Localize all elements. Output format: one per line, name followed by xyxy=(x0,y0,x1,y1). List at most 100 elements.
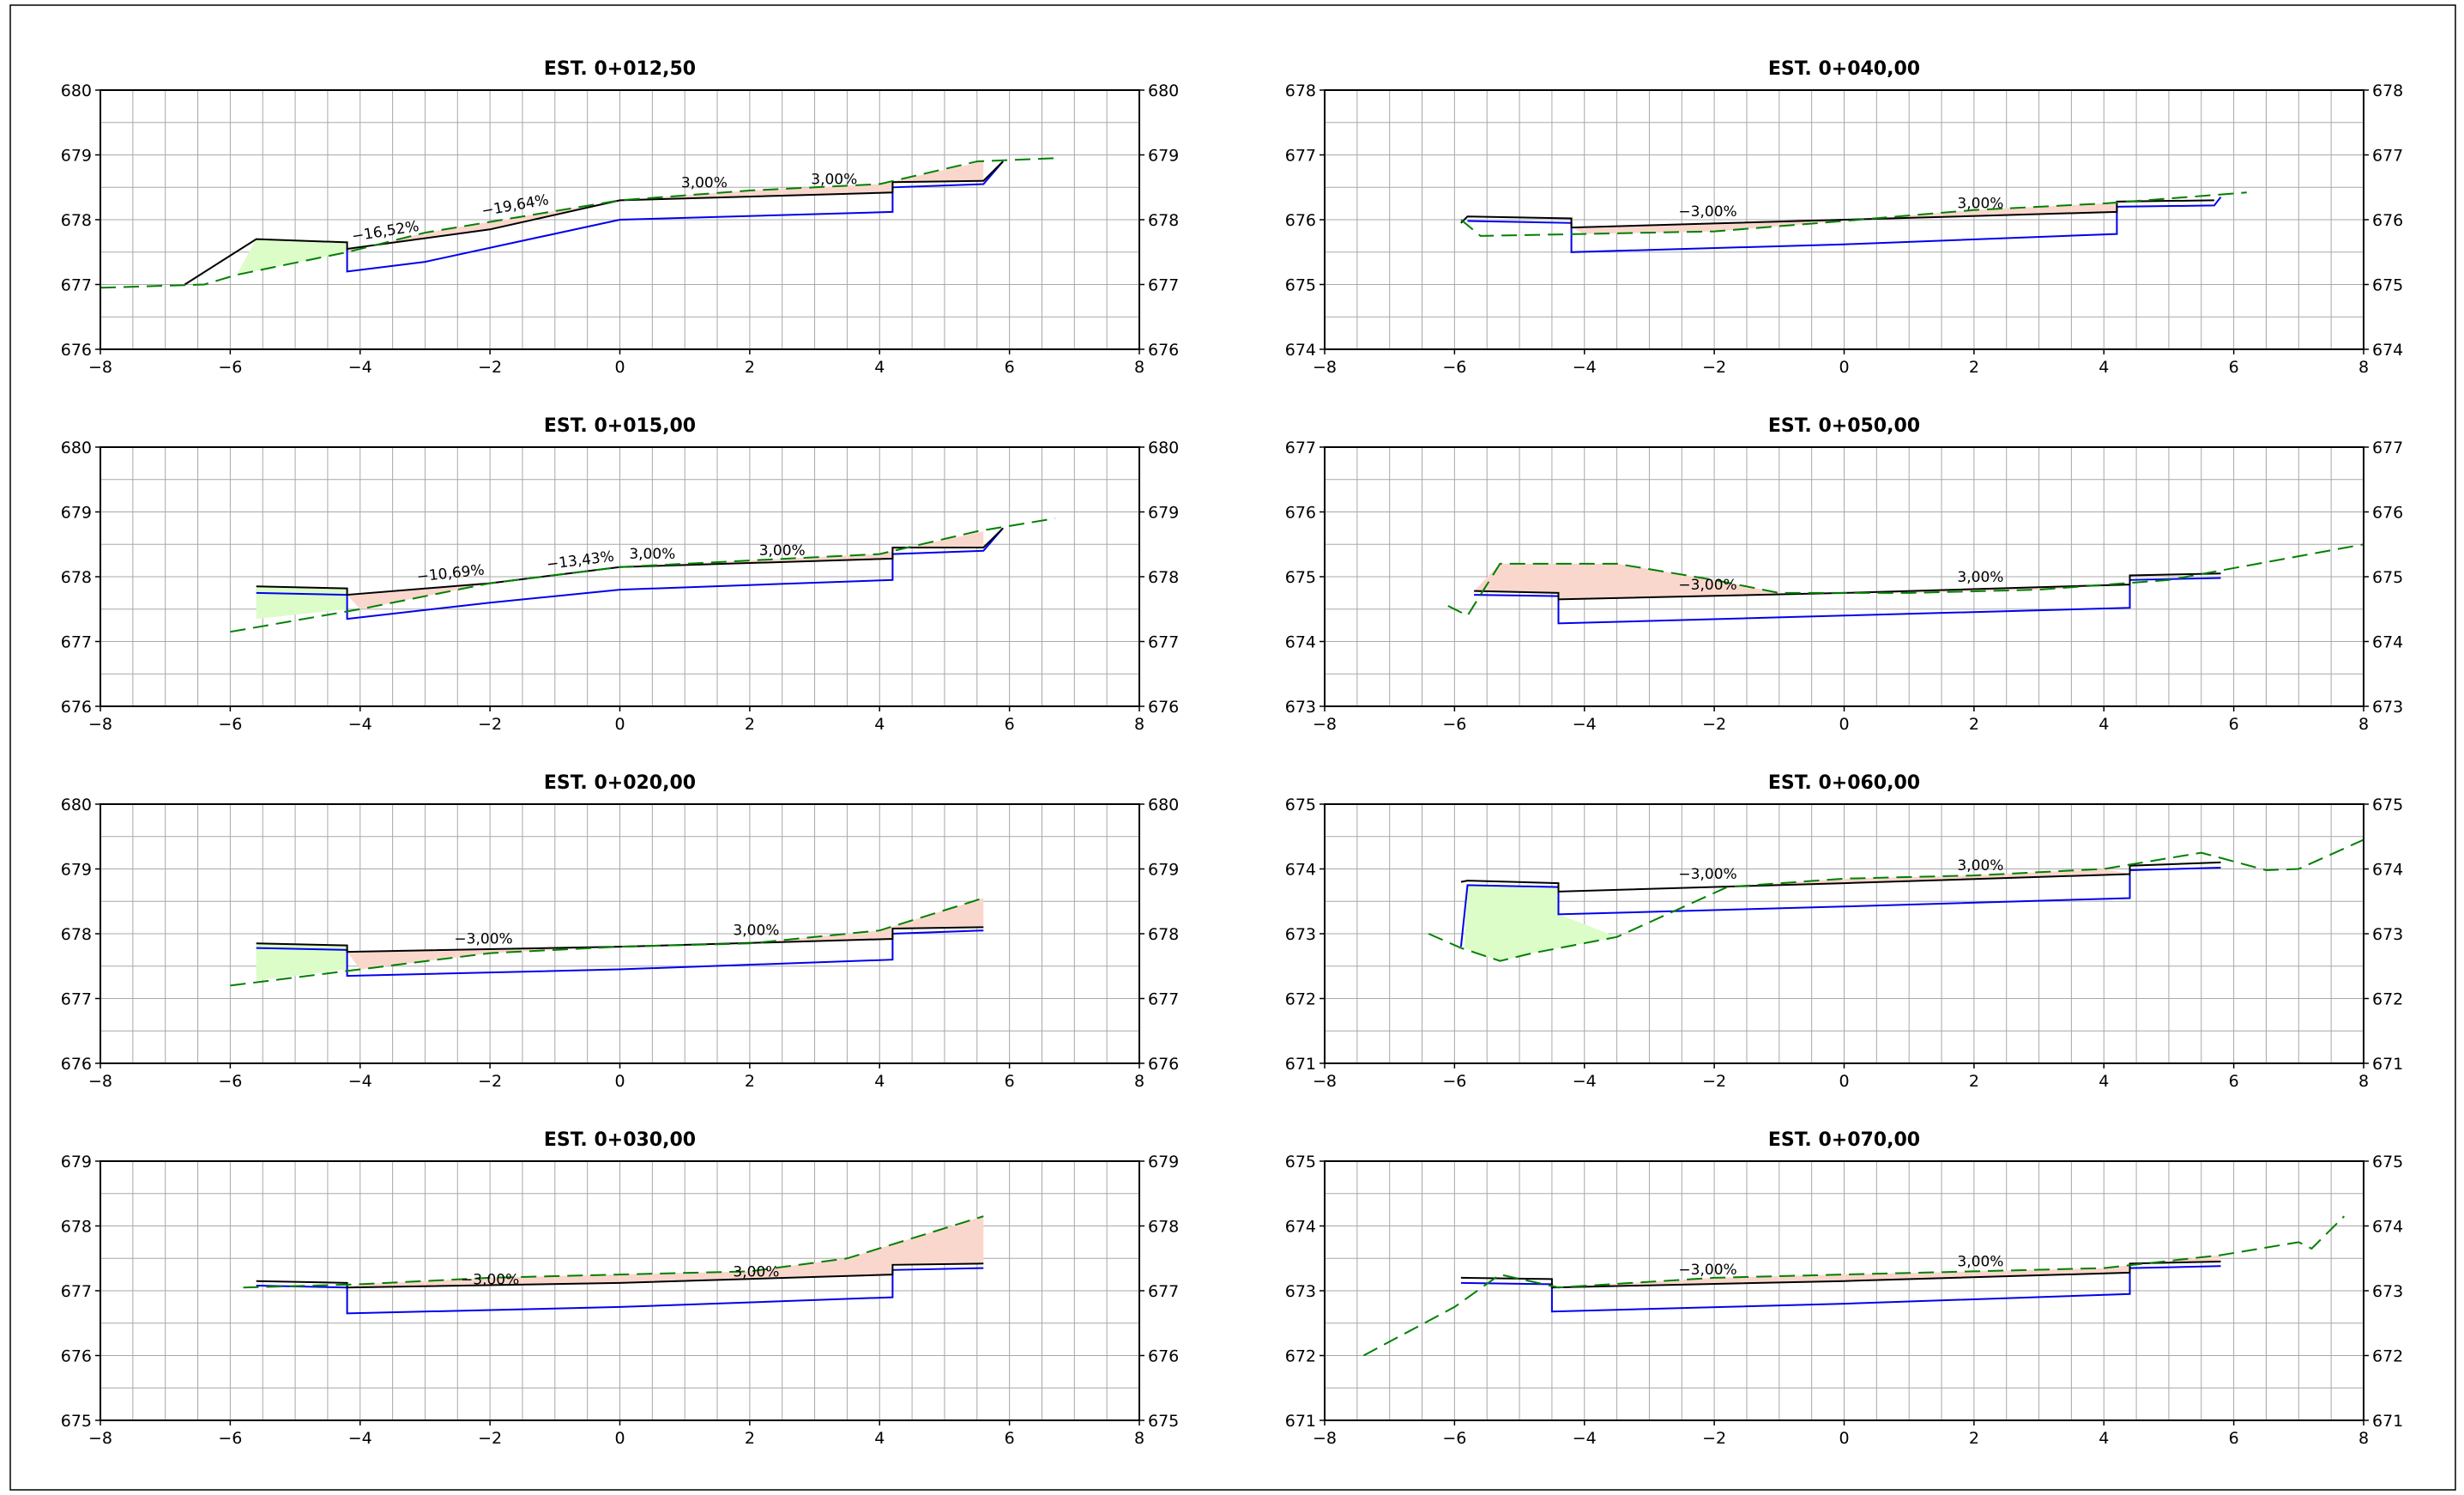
y-tick-label-right: 672 xyxy=(2372,990,2403,1009)
y-tick-label-right: 679 xyxy=(1148,1153,1179,1171)
x-tick-label: −2 xyxy=(478,358,502,377)
x-tick-label: 8 xyxy=(1134,1072,1144,1091)
subgrade-line xyxy=(346,160,1004,273)
x-tick-label: 0 xyxy=(614,1429,625,1448)
x-tick-label: 0 xyxy=(614,1072,625,1091)
x-tick-label: −6 xyxy=(218,1072,242,1091)
x-tick-label: −6 xyxy=(1442,1429,1466,1448)
x-tick-label: 4 xyxy=(874,1072,885,1091)
y-tick-label-right: 676 xyxy=(1148,1347,1179,1366)
x-tick-label: 4 xyxy=(2099,358,2109,377)
y-tick-label-right: 676 xyxy=(1148,698,1179,717)
y-tick-label-right: 672 xyxy=(2372,1347,2403,1366)
finished-grade-line xyxy=(184,160,1004,286)
y-tick-label-left: 676 xyxy=(1285,504,1316,523)
y-tick-label-right: 679 xyxy=(1148,147,1179,166)
x-tick-label: 8 xyxy=(1134,715,1144,734)
x-tick-label: 6 xyxy=(2229,358,2239,377)
x-tick-label: −6 xyxy=(1442,358,1466,377)
slope-label: −3,00% xyxy=(1678,203,1736,221)
fill-area xyxy=(236,239,347,275)
y-tick-label-left: 674 xyxy=(1285,633,1316,652)
y-tick-label-left: 674 xyxy=(1285,861,1316,880)
x-tick-label: 8 xyxy=(2358,715,2369,734)
x-tick-label: 8 xyxy=(2358,1072,2369,1091)
y-tick-label-right: 678 xyxy=(2372,82,2403,100)
y-tick-label-left: 673 xyxy=(1285,925,1316,944)
y-tick-label-right: 674 xyxy=(2372,633,2403,652)
x-tick-label: −6 xyxy=(218,358,242,377)
x-tick-label: −6 xyxy=(218,715,242,734)
y-tick-label-left: 679 xyxy=(61,1153,92,1171)
slope-label: 3,00% xyxy=(733,923,779,940)
x-tick-label: −8 xyxy=(88,1072,112,1091)
y-tick-label-left: 672 xyxy=(1285,990,1316,1009)
y-tick-label-left: 676 xyxy=(61,1347,92,1366)
cut-area xyxy=(1727,869,2130,887)
y-tick-label-left: 677 xyxy=(1285,439,1316,457)
y-tick-label-right: 679 xyxy=(1148,504,1179,523)
y-tick-label-right: 677 xyxy=(2372,439,2403,457)
section-title: EST. 0+020,00 xyxy=(544,772,696,794)
y-tick-label-left: 673 xyxy=(1285,698,1316,717)
x-tick-label: −4 xyxy=(1573,1072,1597,1091)
x-tick-label: −8 xyxy=(88,1429,112,1448)
x-tick-label: −4 xyxy=(1573,358,1597,377)
x-tick-label: 2 xyxy=(1969,1429,1979,1448)
x-tick-label: 6 xyxy=(2229,715,2239,734)
x-tick-label: 2 xyxy=(1969,715,1979,734)
y-tick-label-left: 679 xyxy=(61,504,92,523)
x-tick-label: −2 xyxy=(1702,1429,1726,1448)
cut-area xyxy=(347,1216,984,1288)
slope-label: −3,00% xyxy=(1678,1262,1736,1279)
y-tick-label-left: 675 xyxy=(61,1412,92,1431)
slope-label: 3,00% xyxy=(1957,857,2003,875)
y-tick-label-right: 678 xyxy=(1148,568,1179,587)
terrain-line xyxy=(230,518,1055,633)
cut-area xyxy=(1571,200,2214,234)
finished-grade-line xyxy=(1460,861,2221,893)
cut-area xyxy=(347,161,984,252)
y-tick-label-right: 676 xyxy=(1148,341,1179,360)
x-tick-label: 2 xyxy=(1969,1072,1979,1091)
terrain-line xyxy=(1460,191,2247,237)
x-tick-label: 6 xyxy=(1005,358,1015,377)
y-tick-label-left: 676 xyxy=(61,1055,92,1074)
y-tick-label-right: 675 xyxy=(1148,1412,1179,1431)
cut-area xyxy=(1558,1255,2221,1288)
y-tick-label-right: 675 xyxy=(2372,796,2403,814)
x-tick-label: −2 xyxy=(1702,715,1726,734)
y-tick-label-right: 673 xyxy=(2372,698,2403,717)
x-tick-label: 0 xyxy=(1839,1072,1849,1091)
x-tick-label: 4 xyxy=(2099,1072,2109,1091)
x-tick-label: −4 xyxy=(348,1072,372,1091)
y-tick-label-right: 678 xyxy=(1148,925,1179,944)
y-tick-label-right: 678 xyxy=(1148,1218,1179,1237)
x-tick-label: 2 xyxy=(745,358,755,377)
y-tick-label-right: 678 xyxy=(1148,211,1179,230)
y-tick-label-right: 675 xyxy=(2372,276,2403,295)
slope-label: −10,69% xyxy=(416,561,486,585)
y-tick-label-left: 678 xyxy=(1285,82,1316,100)
y-tick-label-right: 673 xyxy=(2372,1282,2403,1301)
x-tick-label: −2 xyxy=(1702,358,1726,377)
x-tick-label: −8 xyxy=(88,358,112,377)
x-tick-label: −2 xyxy=(478,715,502,734)
x-tick-label: 2 xyxy=(745,715,755,734)
y-tick-label-right: 674 xyxy=(2372,341,2403,360)
y-tick-label-right: 677 xyxy=(1148,990,1179,1009)
y-tick-label-left: 679 xyxy=(61,861,92,880)
slope-label: 3,00% xyxy=(1957,1253,2003,1270)
x-tick-label: 8 xyxy=(2358,1429,2369,1448)
y-tick-label-left: 675 xyxy=(1285,796,1316,814)
y-tick-label-left: 676 xyxy=(1285,211,1316,230)
y-tick-label-left: 671 xyxy=(1285,1055,1316,1074)
x-tick-label: −4 xyxy=(1573,715,1597,734)
slope-label: −3,00% xyxy=(1678,577,1736,594)
section-title: EST. 0+060,00 xyxy=(1768,772,1920,794)
x-tick-label: 4 xyxy=(2099,1429,2109,1448)
